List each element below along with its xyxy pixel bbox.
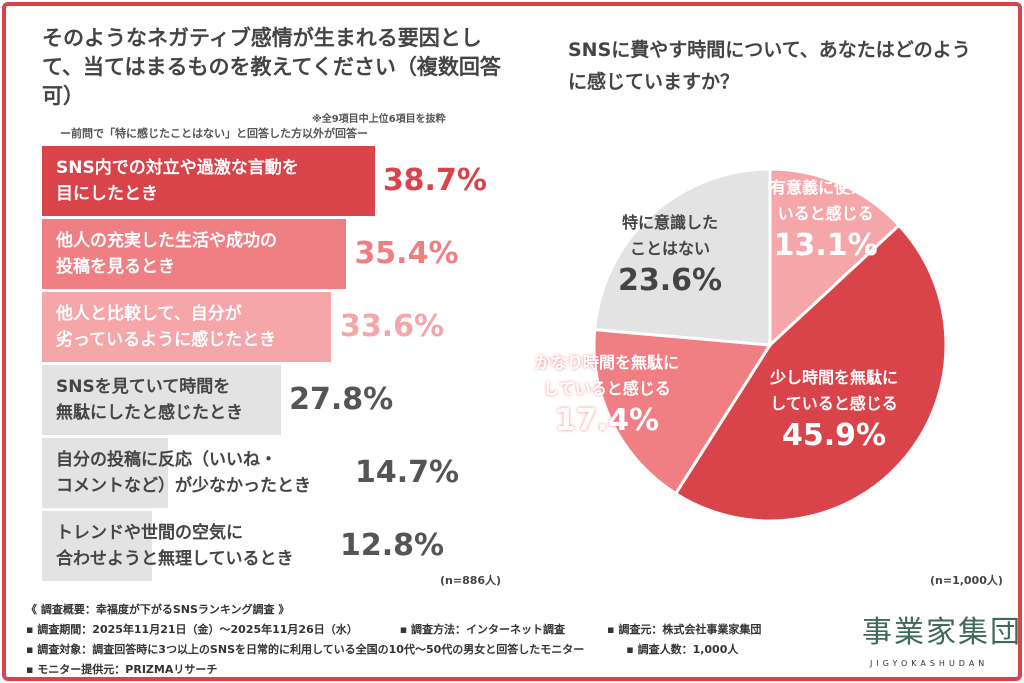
bar-sample-size: (n=886人) — [440, 574, 502, 587]
pie-category-name: 特に意識した ことはない — [622, 213, 719, 258]
survey-line-3: ▪ モニター提供元：PRIZMAリサーチ — [26, 663, 218, 676]
bar-category-label: SNSを見ていて時間を 無駄にしたと感じたとき — [56, 377, 243, 423]
survey-count: ▪ 調査人数：1,000人 — [626, 643, 739, 656]
pie-value-label: 45.9% — [781, 418, 887, 453]
pie-sample-size: (n=1,000人) — [930, 574, 1003, 587]
bar: トレンドや世間の空気に 合わせようと無理しているとき — [42, 511, 294, 581]
pie-chart-title: SNSに費やす時間について、あなたはどのように感じていますか？ — [568, 39, 971, 93]
survey-source: ▪ 調査元：株式会社事業家集団 — [607, 623, 762, 636]
bar-category-label: SNS内での対立や過激な言動を 目にしたとき — [56, 158, 299, 204]
survey-method: ▪ 調査方法：インターネット調査 — [399, 623, 566, 636]
pie-slice — [673, 223, 948, 523]
pie-slice-label: 有意義に使えて いると感じる 13.1% — [770, 175, 881, 265]
bar-value-label: 33.6% — [340, 309, 445, 344]
bar-value-label: 14.7% — [355, 455, 460, 490]
survey-line-2: ▪ 調査対象：調査回答時に3つ以上のSNSを日常的に利用している全国の10代〜5… — [26, 642, 780, 658]
bar-category-label: 他人と比較して、自分が 劣っているように感じたとき — [56, 304, 277, 350]
pie-value-label: 23.6% — [618, 263, 723, 298]
pie-category-name: 有意義に使えて いると感じる — [770, 178, 882, 223]
bar: 他人と比較して、自分が 劣っているように感じたとき — [42, 292, 331, 362]
survey-period: ▪ 調査期間：2025年11月21日（金）〜2025年11月26日（水） — [26, 623, 358, 636]
bar: SNS内での対立や過激な言動を 目にしたとき — [42, 146, 375, 216]
survey-line-1: ▪ 調査期間：2025年11月21日（金）〜2025年11月26日（水） ▪ 調査… — [26, 622, 803, 638]
bar-category-label: 他人の充実した生活や成功の 投稿を見るとき — [56, 231, 277, 277]
bar-category-label: トレンドや世間の空気に 合わせようと無理しているとき — [56, 523, 294, 569]
survey-target: ▪ 調査対象：調査回答時に3つ以上のSNSを日常的に利用している全国の10代〜5… — [26, 643, 585, 656]
pie-slice — [592, 327, 773, 496]
pie-value-label: 17.4% — [554, 403, 660, 438]
company-logo: 事業家集団 — [862, 615, 1022, 650]
pie-slice-label: 特に意識した ことはない 23.6% — [618, 210, 722, 300]
pie-category-name: かなり時間を無駄に していると感じる — [535, 353, 680, 398]
bar-chart-subtitle: ー前問で「特に感じたことはない」と回答した方以外が回答ー — [60, 127, 368, 140]
bar: 自分の投稿に反応（いいね・ コメントなど）が少なかったとき — [42, 438, 311, 508]
pie-slice — [768, 167, 902, 349]
company-logo-sub: JIGYOKASHUDAN — [870, 659, 989, 668]
bar-chart-note: ※全9項目中上位6項目を抜粋 — [312, 114, 446, 125]
pie-category-name: 少し時間を無駄に していると感じる — [770, 368, 899, 413]
bar: 他人の充実した生活や成功の 投稿を見るとき — [42, 219, 347, 289]
pie-slice-label: かなり時間を無駄に していると感じる 17.4% — [535, 350, 679, 440]
bar-category-label: 自分の投稿に反応（いいね・ コメントなど）が少なかったとき — [56, 450, 311, 496]
pie-slice — [593, 167, 772, 347]
pie-slice-label: 少し時間を無駄に していると感じる 45.9% — [770, 365, 898, 455]
bar-value-label: 35.4% — [354, 236, 459, 271]
pie-value-label: 13.1% — [773, 228, 878, 263]
bar-value-label: 12.8% — [340, 528, 445, 563]
bar: SNSを見ていて時間を 無駄にしたと感じたとき — [42, 365, 282, 435]
bar-value-label: 38.7% — [382, 163, 487, 198]
bar-chart-title: そのようなネガティブ感情が生まれる要因として、当てはまるものを教えてください（複… — [42, 26, 501, 108]
bar-value-label: 27.8% — [289, 382, 394, 417]
survey-heading: 《 調査概要：幸福度が下がるSNSランキング調査 》 — [26, 603, 290, 616]
